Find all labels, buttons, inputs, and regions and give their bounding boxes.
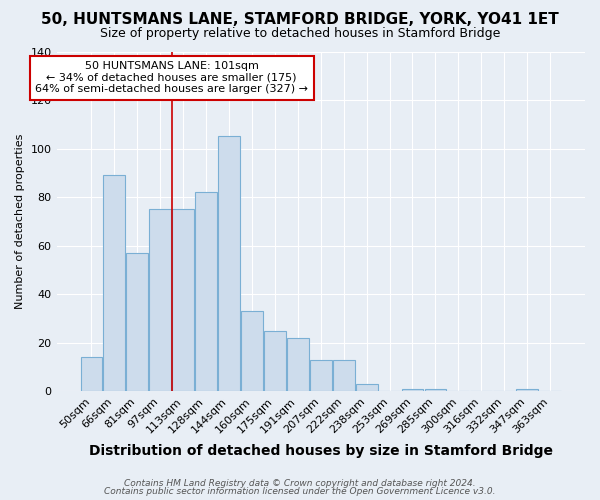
Text: Size of property relative to detached houses in Stamford Bridge: Size of property relative to detached ho… (100, 28, 500, 40)
Bar (172, 210, 194, 392)
Bar (516, 389, 538, 392)
Bar (401, 389, 424, 392)
Text: 50 HUNTSMANS LANE: 101sqm
← 34% of detached houses are smaller (175)
64% of semi: 50 HUNTSMANS LANE: 101sqm ← 34% of detac… (35, 61, 308, 94)
Bar (287, 338, 309, 392)
X-axis label: Distribution of detached houses by size in Stamford Bridge: Distribution of detached houses by size … (89, 444, 553, 458)
Text: Contains public sector information licensed under the Open Government Licence v3: Contains public sector information licen… (104, 487, 496, 496)
Bar (103, 176, 125, 392)
Bar (425, 389, 446, 392)
Bar (333, 360, 355, 392)
Text: 50, HUNTSMANS LANE, STAMFORD BRIDGE, YORK, YO41 1ET: 50, HUNTSMANS LANE, STAMFORD BRIDGE, YOR… (41, 12, 559, 28)
Bar (149, 210, 171, 392)
Bar (310, 360, 332, 392)
Text: Contains HM Land Registry data © Crown copyright and database right 2024.: Contains HM Land Registry data © Crown c… (124, 478, 476, 488)
Bar (218, 136, 240, 392)
Bar (264, 330, 286, 392)
Bar (80, 358, 103, 392)
Bar (356, 384, 377, 392)
Bar (195, 192, 217, 392)
Bar (241, 311, 263, 392)
Y-axis label: Number of detached properties: Number of detached properties (15, 134, 25, 309)
Bar (127, 253, 148, 392)
